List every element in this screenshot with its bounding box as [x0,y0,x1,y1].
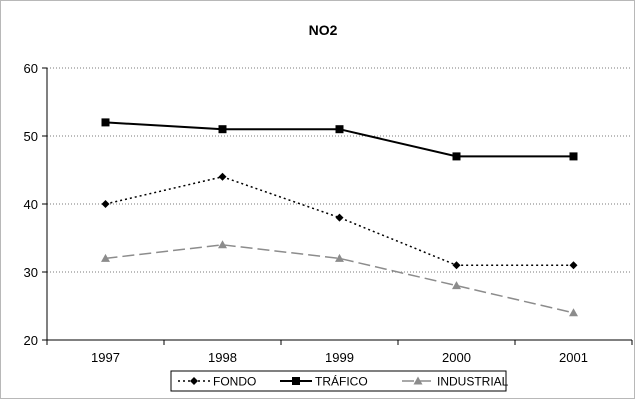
legend-label: TRÁFICO [315,374,368,389]
x-tick-label: 1997 [91,350,120,365]
data-point [335,253,344,262]
data-point [218,125,227,134]
y-tick-label: 20 [24,333,38,348]
series-industrial [101,240,578,317]
series-line [105,176,574,266]
data-point [335,213,344,222]
y-tick-label: 30 [24,265,38,280]
series-tráfico [101,118,578,161]
series-group [101,118,578,317]
x-tick-label: 1998 [208,350,237,365]
data-point [218,240,227,249]
data-point [569,261,578,270]
data-point [101,200,110,208]
gridlines [47,67,632,273]
legend-item-industrial: INDUSTRIAL [402,375,509,389]
legend-label: INDUSTRIAL [437,375,509,389]
legend-item-fondo: FONDO [178,375,256,389]
y-tick-label: 40 [24,197,38,212]
y-tick-label: 50 [24,129,38,144]
series-line [105,244,574,314]
axes [42,67,633,345]
data-point [452,152,461,161]
data-point [452,281,461,290]
data-point [452,261,461,270]
data-point [218,172,227,181]
x-tick-label: 2000 [442,350,471,365]
y-axis-ticks: 20 30 40 50 60 [24,61,38,348]
y-tick-label: 60 [24,61,38,76]
data-point [335,125,344,134]
data-point [569,152,578,161]
data-point [101,253,110,262]
legend-label: FONDO [213,375,256,389]
chart-title: NO2 [309,22,338,38]
legend: FONDO TRÁFICO INDUSTRIAL [170,370,509,392]
legend-box [170,370,507,392]
legend-marker [190,377,198,385]
series-fondo [101,172,578,270]
x-axis-ticks: 1997 1998 1999 2000 2001 [91,350,588,365]
data-point [101,118,110,127]
x-tick-label: 2001 [559,350,588,365]
legend-marker [413,376,423,385]
x-tick-label: 1999 [325,350,354,365]
data-point [569,308,578,317]
legend-item-tráfico: TRÁFICO [280,374,368,389]
legend-marker [292,377,300,385]
